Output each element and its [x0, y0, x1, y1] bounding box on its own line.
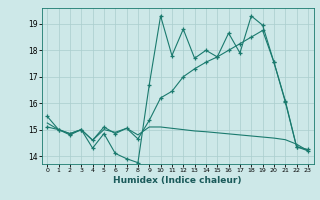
X-axis label: Humidex (Indice chaleur): Humidex (Indice chaleur) [113, 176, 242, 185]
